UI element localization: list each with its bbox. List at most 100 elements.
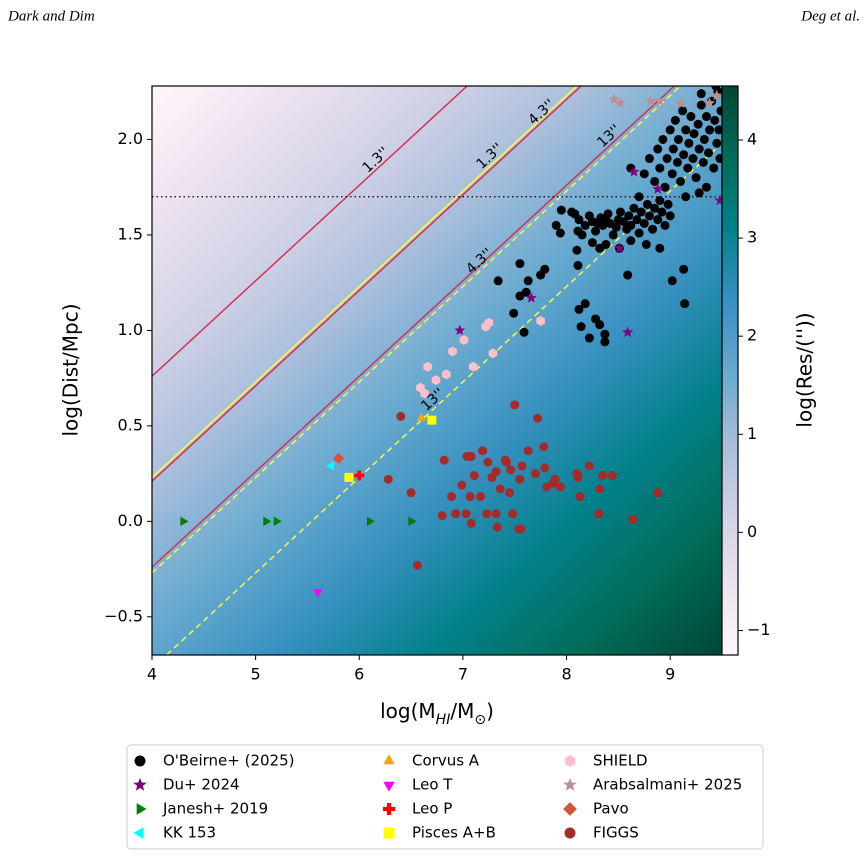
- data-point: [523, 446, 533, 456]
- data-point: [536, 270, 546, 280]
- contour-line: [152, 86, 583, 482]
- data-point: [466, 518, 476, 528]
- legend-label: KK 153: [163, 824, 216, 842]
- data-point: [684, 138, 694, 148]
- data-point: [505, 488, 515, 498]
- data-point: [481, 321, 490, 332]
- data-point: [650, 176, 660, 186]
- contour-line: [152, 86, 578, 478]
- data-point: [555, 228, 565, 238]
- data-point: [704, 97, 716, 108]
- data-point: [468, 361, 478, 372]
- data-point: [694, 144, 704, 154]
- data-point: [332, 452, 345, 464]
- data-point: [576, 322, 586, 332]
- data-point: [644, 95, 657, 107]
- data-point: [416, 382, 425, 393]
- data-point: [491, 509, 501, 519]
- data-point: [584, 333, 594, 343]
- data-point: [551, 220, 561, 230]
- y-tick-label: 2.0: [118, 129, 143, 148]
- data-point: [641, 239, 651, 249]
- x-tick-label: 4: [147, 665, 157, 684]
- data-point: [644, 154, 654, 164]
- data-point: [448, 346, 457, 357]
- data-point: [660, 220, 670, 230]
- data-point: [679, 150, 689, 160]
- data-point: [447, 492, 457, 502]
- legend-label: Pavo: [593, 800, 629, 818]
- data-point: [555, 482, 565, 492]
- data-point: [525, 292, 537, 303]
- data-point: [653, 144, 663, 154]
- data-point: [459, 335, 469, 345]
- data-point: [657, 207, 667, 217]
- data-point: [701, 112, 711, 122]
- legend-label: Arabsalmani+ 2025: [593, 776, 742, 794]
- data-point: [634, 192, 644, 202]
- data-point: [539, 442, 549, 452]
- data-point: [465, 492, 475, 502]
- data-point: [660, 182, 670, 192]
- legend-label: Du+ 2024: [163, 776, 240, 794]
- data-point: [506, 465, 516, 475]
- data-point: [650, 203, 660, 213]
- data-point: [689, 129, 699, 139]
- data-point: [483, 457, 493, 467]
- data-point: [608, 230, 618, 240]
- x-label-part: log(M: [380, 699, 436, 723]
- data-point: [587, 238, 597, 248]
- data-point: [654, 95, 666, 107]
- data-point: [476, 492, 486, 502]
- legend-label: Leo T: [412, 776, 453, 794]
- colorbar-tick-label: 0: [747, 522, 757, 541]
- data-point: [652, 183, 664, 194]
- data-point: [482, 509, 492, 519]
- data-point: [454, 324, 466, 336]
- data-point: [408, 516, 417, 527]
- data-point: [662, 154, 672, 164]
- data-point: [495, 484, 505, 494]
- plot-area: 1.3''4.3''13''1.3''4.3''13'': [152, 86, 722, 655]
- x-tick-label: 7: [458, 665, 468, 684]
- data-point: [427, 415, 437, 425]
- data-point: [683, 163, 693, 173]
- contour-line: [152, 86, 682, 574]
- data-point: [665, 125, 675, 135]
- y-axis-label: log(Dist/Mpc): [59, 304, 83, 437]
- data-point: [603, 209, 613, 219]
- data-point: [550, 474, 560, 484]
- data-point: [573, 260, 583, 270]
- data-point: [639, 169, 649, 179]
- data-point: [594, 509, 604, 519]
- data-point: [670, 115, 680, 125]
- data-point: [629, 203, 639, 213]
- data-point: [696, 89, 706, 99]
- data-point: [607, 471, 617, 481]
- data-point: [383, 474, 393, 484]
- data-point: [681, 125, 691, 135]
- data-point: [469, 471, 479, 481]
- legend-marker: [133, 777, 147, 791]
- data-point: [516, 524, 526, 534]
- data-point: [431, 375, 441, 385]
- data-point: [699, 134, 709, 144]
- legend-marker: [564, 827, 576, 839]
- data-point: [509, 308, 519, 318]
- data-point: [655, 243, 665, 253]
- data-point: [601, 239, 611, 249]
- data-point: [488, 348, 498, 359]
- data-point: [632, 215, 642, 225]
- data-point: [704, 148, 714, 158]
- colorbar-tick-label: 3: [747, 228, 757, 247]
- x-label-sub: HI: [436, 712, 451, 728]
- data-point: [709, 163, 719, 173]
- data-point: [325, 461, 334, 471]
- legend-box: [126, 744, 764, 850]
- data-point: [639, 218, 649, 228]
- y-tick-label: 1.5: [118, 224, 143, 243]
- x-tick-label: 9: [665, 665, 675, 684]
- data-point: [679, 264, 689, 274]
- colorbar-label: log(Res/('')): [793, 312, 817, 427]
